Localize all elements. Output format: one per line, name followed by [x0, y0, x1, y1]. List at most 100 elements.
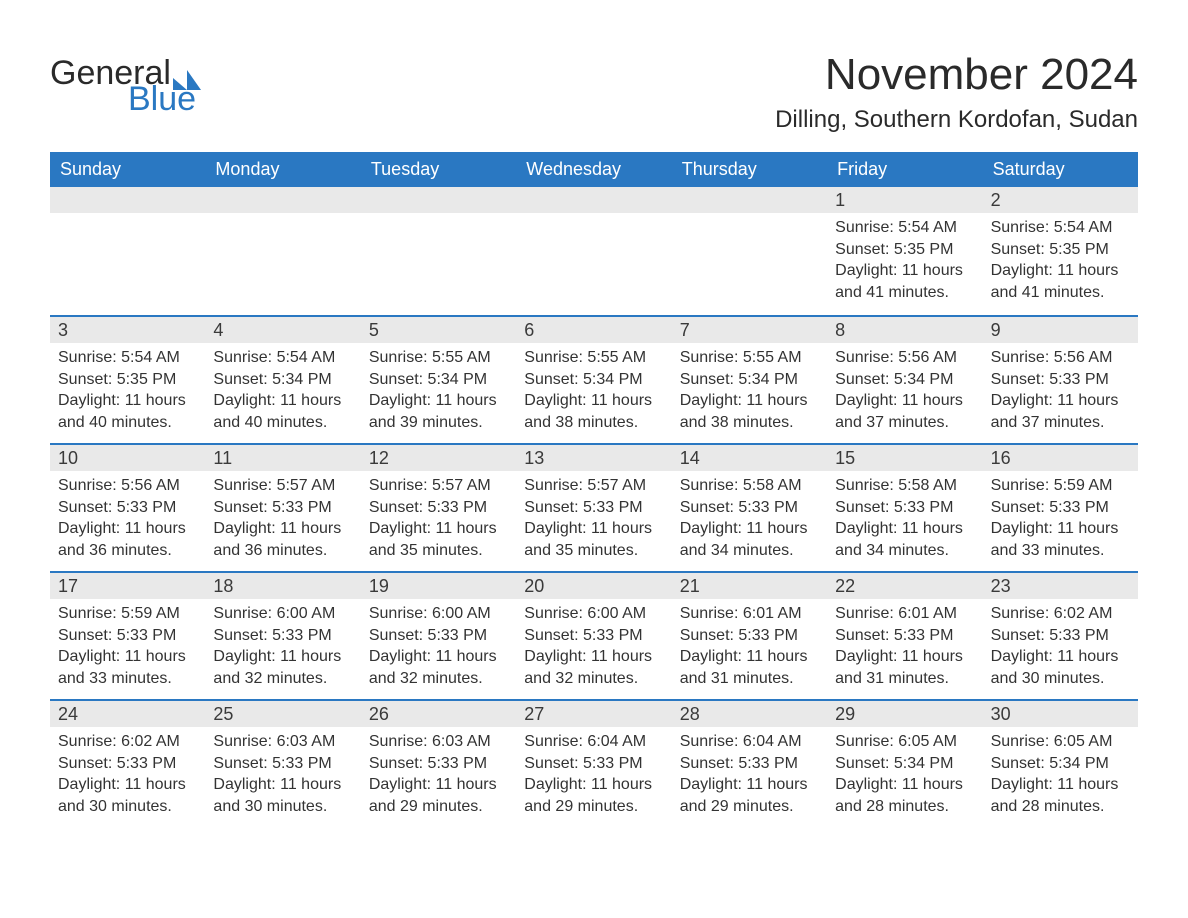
sunset-text: Sunset: 5:33 PM — [991, 625, 1130, 647]
sunrise-text: Sunrise: 6:00 AM — [524, 603, 663, 625]
sunrise-text: Sunrise: 6:04 AM — [524, 731, 663, 753]
sunrise-text: Sunrise: 6:01 AM — [835, 603, 974, 625]
day-number: 24 — [50, 701, 205, 727]
sunrise-text: Sunrise: 6:04 AM — [680, 731, 819, 753]
day-details: Sunrise: 6:04 AMSunset: 5:33 PMDaylight:… — [672, 727, 827, 825]
location-subtitle: Dilling, Southern Kordofan, Sudan — [775, 106, 1138, 134]
calendar-day: 14Sunrise: 5:58 AMSunset: 5:33 PMDayligh… — [672, 445, 827, 571]
calendar-day: 9Sunrise: 5:56 AMSunset: 5:33 PMDaylight… — [983, 317, 1138, 443]
sunrise-text: Sunrise: 6:00 AM — [369, 603, 508, 625]
day-number: 28 — [672, 701, 827, 727]
daylight-text: Daylight: 11 hours and 31 minutes. — [835, 646, 974, 689]
daylight-text: Daylight: 11 hours and 29 minutes. — [680, 774, 819, 817]
day-number: 3 — [50, 317, 205, 343]
calendar-day: 5Sunrise: 5:55 AMSunset: 5:34 PMDaylight… — [361, 317, 516, 443]
daylight-text: Daylight: 11 hours and 29 minutes. — [369, 774, 508, 817]
dow-cell: Friday — [827, 152, 982, 187]
sunset-text: Sunset: 5:33 PM — [680, 753, 819, 775]
calendar-day: 17Sunrise: 5:59 AMSunset: 5:33 PMDayligh… — [50, 573, 205, 699]
daylight-text: Daylight: 11 hours and 32 minutes. — [369, 646, 508, 689]
sunrise-text: Sunrise: 5:57 AM — [369, 475, 508, 497]
sunset-text: Sunset: 5:35 PM — [58, 369, 197, 391]
day-number: 25 — [205, 701, 360, 727]
calendar-day: 7Sunrise: 5:55 AMSunset: 5:34 PMDaylight… — [672, 317, 827, 443]
sunrise-text: Sunrise: 5:59 AM — [991, 475, 1130, 497]
calendar-day-empty — [361, 187, 516, 315]
day-number: 1 — [827, 187, 982, 213]
calendar-day-empty — [672, 187, 827, 315]
day-number: 9 — [983, 317, 1138, 343]
daylight-text: Daylight: 11 hours and 37 minutes. — [991, 390, 1130, 433]
daylight-text: Daylight: 11 hours and 41 minutes. — [991, 260, 1130, 303]
daylight-text: Daylight: 11 hours and 30 minutes. — [58, 774, 197, 817]
sunset-text: Sunset: 5:33 PM — [58, 753, 197, 775]
daylight-text: Daylight: 11 hours and 37 minutes. — [835, 390, 974, 433]
sunrise-text: Sunrise: 6:03 AM — [213, 731, 352, 753]
day-number: 14 — [672, 445, 827, 471]
calendar-day: 23Sunrise: 6:02 AMSunset: 5:33 PMDayligh… — [983, 573, 1138, 699]
day-number: 22 — [827, 573, 982, 599]
daylight-text: Daylight: 11 hours and 30 minutes. — [991, 646, 1130, 689]
day-number: 11 — [205, 445, 360, 471]
calendar-day: 6Sunrise: 5:55 AMSunset: 5:34 PMDaylight… — [516, 317, 671, 443]
calendar-body: 1Sunrise: 5:54 AMSunset: 5:35 PMDaylight… — [50, 187, 1138, 827]
day-number: 27 — [516, 701, 671, 727]
sunrise-text: Sunrise: 5:55 AM — [680, 347, 819, 369]
sunrise-text: Sunrise: 6:02 AM — [991, 603, 1130, 625]
sunrise-text: Sunrise: 5:59 AM — [58, 603, 197, 625]
day-details: Sunrise: 5:57 AMSunset: 5:33 PMDaylight:… — [516, 471, 671, 569]
day-details: Sunrise: 5:56 AMSunset: 5:33 PMDaylight:… — [50, 471, 205, 569]
sunset-text: Sunset: 5:33 PM — [680, 625, 819, 647]
sunrise-text: Sunrise: 5:55 AM — [369, 347, 508, 369]
sunset-text: Sunset: 5:33 PM — [369, 753, 508, 775]
sunset-text: Sunset: 5:33 PM — [58, 497, 197, 519]
calendar-day: 4Sunrise: 5:54 AMSunset: 5:34 PMDaylight… — [205, 317, 360, 443]
day-details: Sunrise: 5:57 AMSunset: 5:33 PMDaylight:… — [205, 471, 360, 569]
daylight-text: Daylight: 11 hours and 41 minutes. — [835, 260, 974, 303]
day-details: Sunrise: 5:58 AMSunset: 5:33 PMDaylight:… — [827, 471, 982, 569]
calendar-day: 19Sunrise: 6:00 AMSunset: 5:33 PMDayligh… — [361, 573, 516, 699]
sunrise-text: Sunrise: 5:55 AM — [524, 347, 663, 369]
day-number — [50, 187, 205, 213]
day-number: 30 — [983, 701, 1138, 727]
day-details: Sunrise: 6:01 AMSunset: 5:33 PMDaylight:… — [672, 599, 827, 697]
daylight-text: Daylight: 11 hours and 39 minutes. — [369, 390, 508, 433]
calendar-week: 1Sunrise: 5:54 AMSunset: 5:35 PMDaylight… — [50, 187, 1138, 315]
day-details: Sunrise: 6:02 AMSunset: 5:33 PMDaylight:… — [983, 599, 1138, 697]
calendar-day: 8Sunrise: 5:56 AMSunset: 5:34 PMDaylight… — [827, 317, 982, 443]
sunset-text: Sunset: 5:33 PM — [991, 497, 1130, 519]
sunset-text: Sunset: 5:35 PM — [991, 239, 1130, 261]
sunset-text: Sunset: 5:33 PM — [835, 497, 974, 519]
daylight-text: Daylight: 11 hours and 36 minutes. — [58, 518, 197, 561]
day-number: 19 — [361, 573, 516, 599]
day-details: Sunrise: 5:58 AMSunset: 5:33 PMDaylight:… — [672, 471, 827, 569]
calendar-day: 30Sunrise: 6:05 AMSunset: 5:34 PMDayligh… — [983, 701, 1138, 827]
day-number: 15 — [827, 445, 982, 471]
sunrise-text: Sunrise: 5:54 AM — [58, 347, 197, 369]
day-number: 2 — [983, 187, 1138, 213]
day-number — [205, 187, 360, 213]
day-number: 23 — [983, 573, 1138, 599]
sunrise-text: Sunrise: 5:58 AM — [680, 475, 819, 497]
sunset-text: Sunset: 5:34 PM — [835, 753, 974, 775]
sunrise-text: Sunrise: 5:56 AM — [835, 347, 974, 369]
daylight-text: Daylight: 11 hours and 31 minutes. — [680, 646, 819, 689]
dow-cell: Monday — [205, 152, 360, 187]
day-details: Sunrise: 5:54 AMSunset: 5:34 PMDaylight:… — [205, 343, 360, 441]
daylight-text: Daylight: 11 hours and 28 minutes. — [991, 774, 1130, 817]
sunrise-text: Sunrise: 6:00 AM — [213, 603, 352, 625]
sunrise-text: Sunrise: 5:58 AM — [835, 475, 974, 497]
daylight-text: Daylight: 11 hours and 38 minutes. — [680, 390, 819, 433]
brand-logo: General Blue — [50, 50, 201, 116]
daylight-text: Daylight: 11 hours and 30 minutes. — [213, 774, 352, 817]
daylight-text: Daylight: 11 hours and 32 minutes. — [213, 646, 352, 689]
daylight-text: Daylight: 11 hours and 29 minutes. — [524, 774, 663, 817]
day-number — [672, 187, 827, 213]
day-number — [516, 187, 671, 213]
day-number: 8 — [827, 317, 982, 343]
day-details: Sunrise: 6:00 AMSunset: 5:33 PMDaylight:… — [205, 599, 360, 697]
calendar-day: 1Sunrise: 5:54 AMSunset: 5:35 PMDaylight… — [827, 187, 982, 315]
day-number: 4 — [205, 317, 360, 343]
calendar-day-empty — [205, 187, 360, 315]
title-block: November 2024 Dilling, Southern Kordofan… — [775, 50, 1138, 134]
